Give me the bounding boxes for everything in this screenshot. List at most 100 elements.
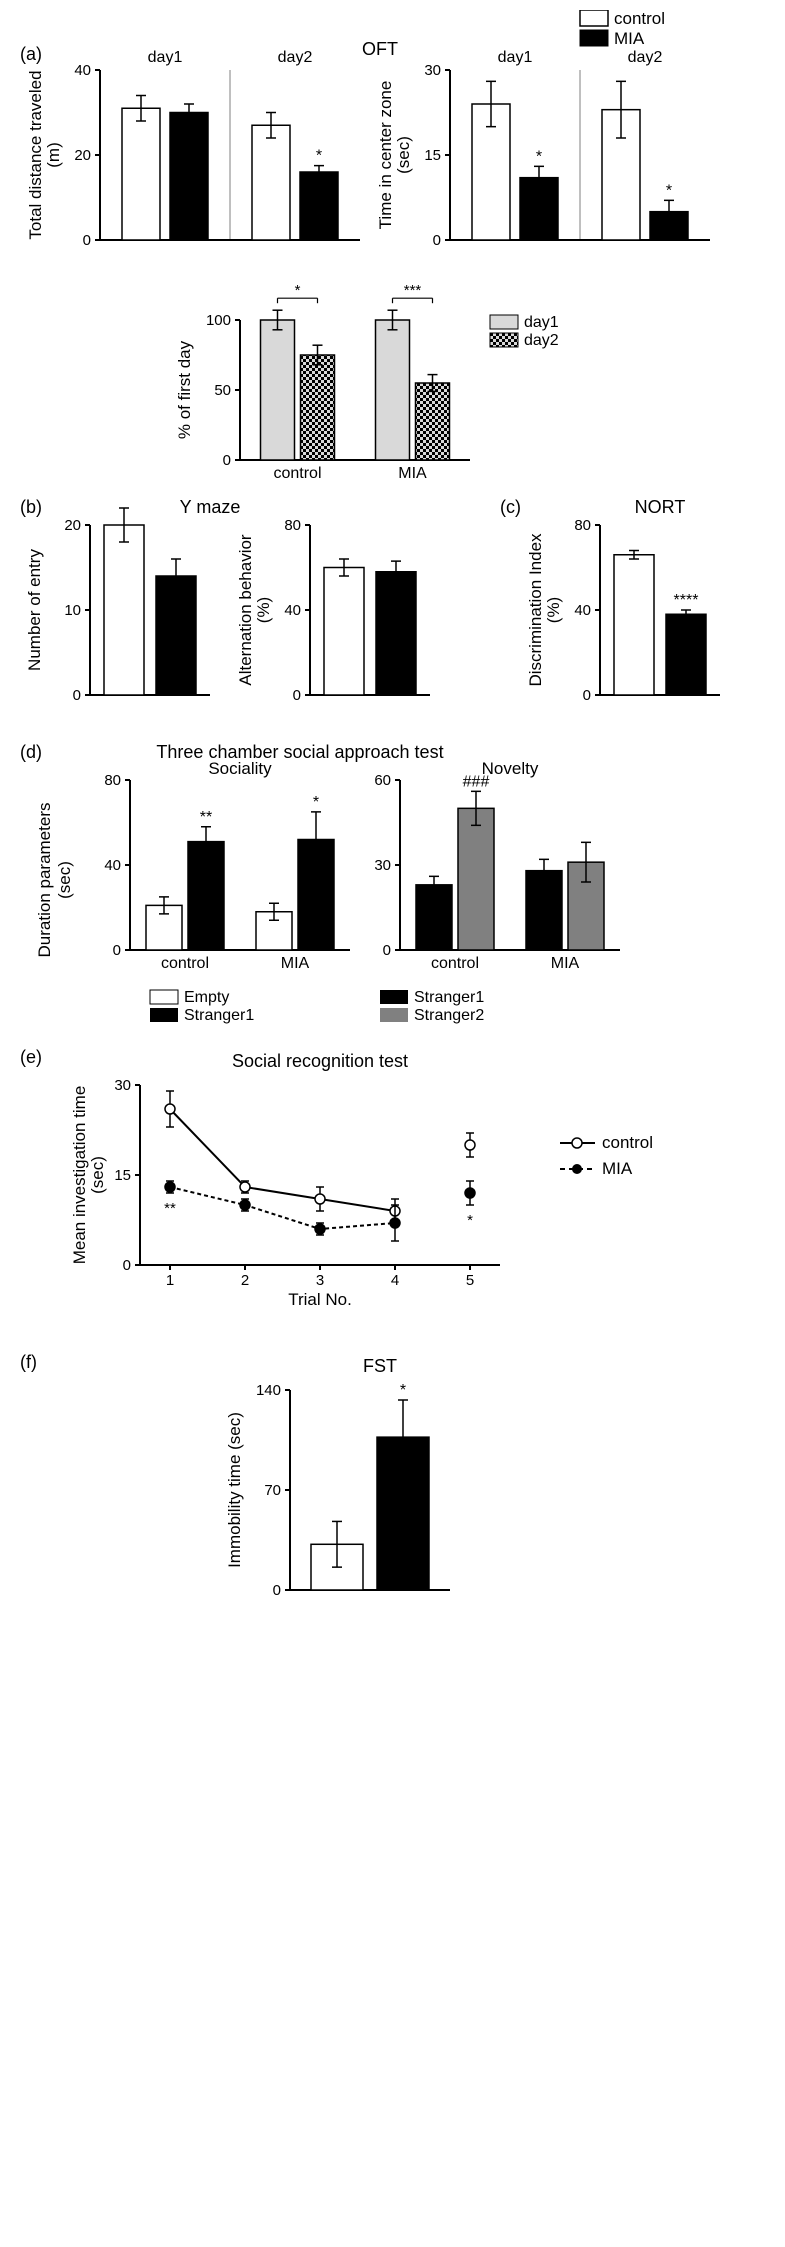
svg-text:###: ### (463, 773, 490, 790)
panel-d-chart2: Novelty 0 30 60 control MIA ### (374, 759, 620, 972)
svg-text:*: * (536, 148, 542, 165)
svg-text:Trial No.: Trial No. (288, 1290, 352, 1309)
panel-a-chart3: 050100% of first daycontrolMIA**** (175, 282, 470, 482)
svg-text:40: 40 (574, 602, 591, 619)
panel-b-title: Y maze (180, 497, 241, 517)
legend-control-label: control (614, 10, 665, 28)
svg-text:(%): (%) (544, 597, 563, 623)
svg-text:**: ** (200, 809, 212, 826)
svg-text:40: 40 (74, 62, 91, 79)
svg-text:day2: day2 (628, 49, 663, 66)
svg-text:****: **** (674, 592, 699, 609)
svg-text:80: 80 (104, 772, 121, 789)
svg-text:0: 0 (83, 232, 91, 249)
svg-text:Immobility time (sec): Immobility time (sec) (225, 1412, 244, 1568)
svg-text:Total distance traveled: Total distance traveled (26, 70, 45, 239)
svg-text:100: 100 (206, 312, 231, 329)
svg-text:control: control (273, 465, 321, 482)
panel-c-title: NORT (635, 497, 686, 517)
svg-text:3: 3 (316, 1272, 324, 1289)
svg-text:4: 4 (391, 1272, 399, 1289)
svg-text:control: control (161, 955, 209, 972)
panel-b-label: (b) (20, 497, 42, 517)
svg-text:Alternation behavior: Alternation behavior (236, 534, 255, 686)
svg-text:(sec): (sec) (394, 136, 413, 174)
svg-text:(%): (%) (254, 597, 273, 623)
svg-text:15: 15 (114, 1167, 131, 1184)
panel-e: (e) Social recognition test 0153012345Tr… (20, 1045, 765, 1345)
svg-text:*: * (316, 148, 322, 165)
panel-d-ylabel-l2: (sec) (55, 861, 74, 899)
svg-text:70: 70 (264, 1482, 281, 1499)
svg-text:Mean investigation time: Mean investigation time (70, 1086, 89, 1265)
svg-text:0: 0 (123, 1257, 131, 1274)
svg-text:Time in center zone: Time in center zone (376, 81, 395, 230)
legend-stranger1b-label: Stranger1 (414, 989, 484, 1006)
legend-day1-label: day1 (524, 314, 559, 331)
panel-f-title: FST (363, 1356, 397, 1376)
panel-d-legend: Empty Stranger1 Stranger1 Stranger2 (150, 989, 484, 1024)
panel-e-label: (e) (20, 1047, 42, 1067)
svg-text:0: 0 (73, 687, 81, 704)
svg-text:*: * (400, 1382, 406, 1399)
svg-text:day2: day2 (278, 49, 313, 66)
figure: control MIA (a) OFT 02040Total distance … (0, 0, 785, 1645)
legend-stranger1-label: Stranger1 (184, 1007, 254, 1024)
svg-text:40: 40 (104, 857, 121, 874)
svg-text:20: 20 (64, 517, 81, 534)
svg-text:***: *** (404, 282, 422, 299)
svg-text:(m): (m) (44, 142, 63, 167)
panel-a-chart3-legend: day1 day2 (490, 314, 559, 349)
svg-text:MIA: MIA (551, 955, 580, 972)
legend-mia-e: MIA (602, 1159, 633, 1178)
svg-text:(sec): (sec) (88, 1156, 107, 1194)
svg-text:30: 30 (424, 62, 441, 79)
panel-d: (d) Three chamber social approach test S… (20, 740, 765, 1040)
legend-stranger2-label: Stranger2 (414, 1007, 484, 1024)
svg-text:*: * (467, 1212, 473, 1229)
svg-text:10: 10 (64, 602, 81, 619)
panel-a-chart2: 01530Time in center zone(sec)day1day2** (376, 49, 710, 249)
panel-d-ylabel-l1: Duration parameters (35, 803, 54, 958)
svg-text:2: 2 (241, 1272, 249, 1289)
panel-b-chart1: 0 10 20 Number of entry (25, 508, 210, 704)
svg-text:day1: day1 (148, 49, 183, 66)
panel-a-legend: control MIA (580, 10, 665, 48)
svg-text:MIA: MIA (281, 955, 310, 972)
svg-text:Sociality: Sociality (208, 759, 272, 778)
panel-a-label: (a) (20, 44, 42, 64)
svg-text:*: * (295, 282, 301, 299)
svg-text:1: 1 (166, 1272, 174, 1289)
panel-d-label: (d) (20, 742, 42, 762)
svg-text:60: 60 (374, 772, 391, 789)
panel-f-chart: 070140Immobility time (sec)* (225, 1382, 450, 1599)
svg-text:*: * (666, 182, 672, 199)
svg-text:0: 0 (583, 687, 591, 704)
svg-text:40: 40 (284, 602, 301, 619)
panel-f-label: (f) (20, 1352, 37, 1372)
svg-text:control: control (431, 955, 479, 972)
svg-text:day1: day1 (498, 49, 533, 66)
svg-text:Number of entry: Number of entry (25, 549, 44, 671)
svg-text:*: * (313, 794, 319, 811)
svg-text:80: 80 (284, 517, 301, 534)
svg-text:MIA: MIA (398, 465, 427, 482)
svg-text:30: 30 (114, 1077, 131, 1094)
svg-text:30: 30 (374, 857, 391, 874)
svg-text:Discrimination Index: Discrimination Index (526, 533, 545, 687)
legend-mia-label: MIA (614, 29, 645, 48)
legend-control-e: control (602, 1133, 653, 1152)
svg-text:0: 0 (293, 687, 301, 704)
panel-a-chart1: 0 20 40 Total distance traveled(m) day1 day2 * (26, 49, 360, 249)
svg-text:0: 0 (113, 942, 121, 959)
panel-a-title: OFT (362, 39, 398, 59)
svg-text:20: 20 (74, 147, 91, 164)
svg-text:Novelty: Novelty (482, 759, 539, 778)
svg-text:% of first day: % of first day (175, 340, 194, 439)
svg-text:5: 5 (466, 1272, 474, 1289)
svg-text:0: 0 (383, 942, 391, 959)
panel-f: (f) FST 070140Immobility time (sec)* (20, 1350, 765, 1630)
svg-text:80: 80 (574, 517, 591, 534)
panel-e-legend: control MIA (560, 1133, 653, 1178)
legend-day2-label: day2 (524, 332, 559, 349)
